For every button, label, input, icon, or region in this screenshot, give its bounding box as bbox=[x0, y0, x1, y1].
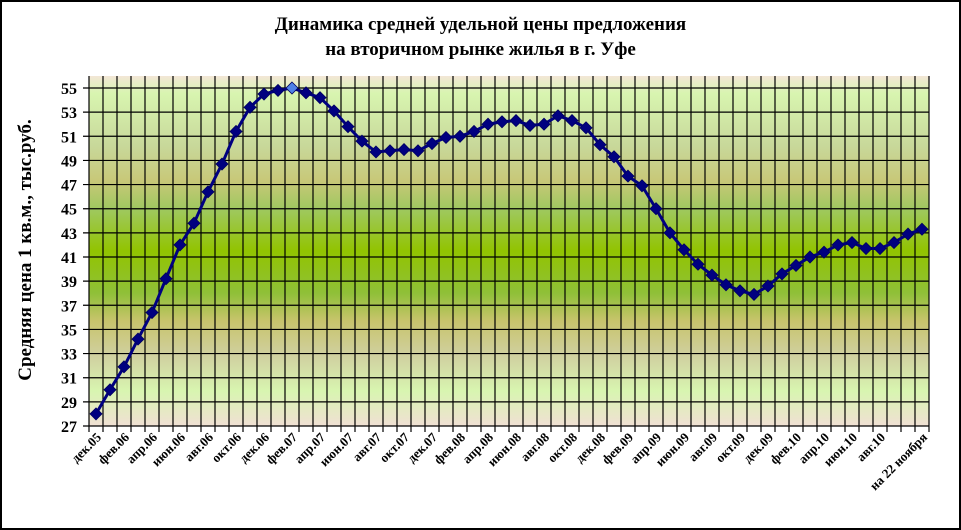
data-point-marker bbox=[747, 287, 761, 301]
y-tick-label: 37 bbox=[61, 298, 77, 315]
data-point-marker bbox=[425, 136, 439, 151]
data-point-marker bbox=[229, 124, 243, 139]
x-tick-label: фев.08 bbox=[431, 429, 469, 467]
data-point-marker bbox=[243, 100, 257, 114]
chart-title-line-1: Динамика средней удельной цены предложен… bbox=[274, 14, 687, 35]
data-point-marker bbox=[383, 144, 397, 158]
data-point-marker bbox=[733, 284, 747, 298]
data-point-marker bbox=[915, 222, 929, 236]
y-tick-label: 55 bbox=[61, 81, 77, 98]
chart-title-line-2: на вторичном рынке жилья в г. Уфе bbox=[325, 39, 636, 60]
chart-title: Динамика средней удельной цены предложен… bbox=[0, 12, 961, 62]
data-point-marker bbox=[663, 226, 677, 240]
x-tick-label: окт.09 bbox=[712, 429, 748, 465]
data-point-marker bbox=[355, 134, 369, 148]
data-point-marker bbox=[327, 104, 341, 118]
data-point-marker bbox=[439, 130, 453, 145]
data-point-marker bbox=[775, 267, 789, 281]
data-point-marker bbox=[411, 144, 425, 158]
data-point-marker bbox=[817, 245, 831, 259]
x-tick-label: авг.08 bbox=[517, 429, 552, 464]
y-tick-label: 49 bbox=[61, 153, 77, 170]
data-point-marker bbox=[537, 117, 551, 131]
data-point-marker bbox=[677, 243, 691, 257]
data-point-marker bbox=[803, 250, 817, 264]
data-point-marker bbox=[173, 238, 187, 252]
x-tick-label: фев.10 bbox=[767, 430, 805, 468]
data-point-marker bbox=[369, 145, 383, 159]
data-point-marker bbox=[579, 121, 593, 135]
data-point-marker bbox=[607, 150, 621, 164]
data-point-marker bbox=[887, 235, 901, 250]
data-point-marker bbox=[89, 407, 103, 421]
x-axis-ticks: дек.05фев.06апр.06июн.06авг.06окт.06дек.… bbox=[68, 429, 930, 493]
data-point-marker bbox=[705, 268, 719, 282]
x-tick-label: окт.07 bbox=[376, 429, 412, 465]
y-tick-label: 47 bbox=[61, 178, 77, 195]
data-point-marker bbox=[523, 118, 537, 132]
y-tick-label: 29 bbox=[61, 395, 77, 412]
data-point-marker bbox=[495, 115, 509, 129]
y-tick-label: 43 bbox=[61, 226, 77, 243]
x-tick-label: окт.08 bbox=[544, 429, 580, 465]
data-point-marker bbox=[719, 278, 733, 292]
y-tick-label: 31 bbox=[61, 371, 77, 388]
data-point-marker bbox=[271, 83, 285, 97]
data-point-marker bbox=[341, 120, 355, 134]
x-tick-label: авг.06 bbox=[181, 429, 216, 464]
data-point-marker bbox=[467, 124, 481, 139]
data-point-marker bbox=[859, 241, 873, 256]
data-point-marker bbox=[873, 241, 887, 256]
data-point-marker bbox=[187, 216, 201, 230]
y-axis-ticks: 27 29 31 33 35 37 39 41 43 45 47 49 51 53 55 bbox=[61, 81, 77, 436]
y-tick-label: 45 bbox=[61, 202, 77, 219]
y-tick-label: 51 bbox=[61, 129, 77, 146]
data-point-marker bbox=[831, 238, 845, 252]
data-point-marker bbox=[761, 279, 775, 293]
data-point-marker bbox=[313, 91, 327, 105]
data-point-marker bbox=[397, 142, 411, 157]
data-point-marker bbox=[789, 258, 803, 273]
data-point-marker bbox=[649, 202, 663, 216]
data-point-marker bbox=[103, 383, 117, 397]
data-point-marker bbox=[621, 169, 635, 183]
data-point-marker bbox=[901, 227, 915, 241]
x-tick-label: фев.09 bbox=[599, 429, 637, 467]
y-tick-label: 33 bbox=[61, 347, 77, 364]
y-tick-label: 27 bbox=[61, 419, 77, 436]
data-point-marker bbox=[565, 114, 579, 128]
x-tick-label: авг.07 bbox=[349, 429, 384, 464]
data-point-marker bbox=[201, 185, 215, 199]
data-point-marker bbox=[551, 109, 565, 123]
data-point-marker bbox=[453, 129, 467, 143]
data-point-marker bbox=[299, 86, 313, 100]
data-point-marker bbox=[159, 272, 173, 286]
data-point-marker bbox=[845, 235, 859, 250]
data-point-marker bbox=[593, 138, 607, 152]
data-point-marker bbox=[257, 87, 271, 101]
data-point-marker bbox=[691, 257, 705, 271]
data-point-marker bbox=[481, 117, 495, 131]
x-tick-label: фев.06 bbox=[95, 429, 133, 467]
data-point-marker bbox=[635, 179, 649, 193]
y-tick-label: 39 bbox=[61, 274, 77, 291]
y-tick-label: 35 bbox=[61, 322, 77, 339]
data-point-marker bbox=[145, 305, 159, 320]
data-point-marker bbox=[509, 114, 523, 128]
y-tick-label: 41 bbox=[61, 250, 77, 267]
data-markers bbox=[89, 81, 929, 421]
x-tick-label: авг.10 bbox=[853, 430, 888, 465]
grid bbox=[83, 76, 930, 432]
x-tick-label: окт.06 bbox=[208, 429, 244, 465]
data-point-marker bbox=[131, 332, 145, 346]
x-tick-label: фев.07 bbox=[263, 429, 301, 467]
y-tick-label: 53 bbox=[61, 105, 77, 122]
data-point-marker bbox=[215, 157, 229, 171]
data-point-marker bbox=[117, 360, 131, 374]
x-tick-label: авг.09 bbox=[685, 429, 720, 464]
data-point-marker bbox=[285, 81, 299, 95]
